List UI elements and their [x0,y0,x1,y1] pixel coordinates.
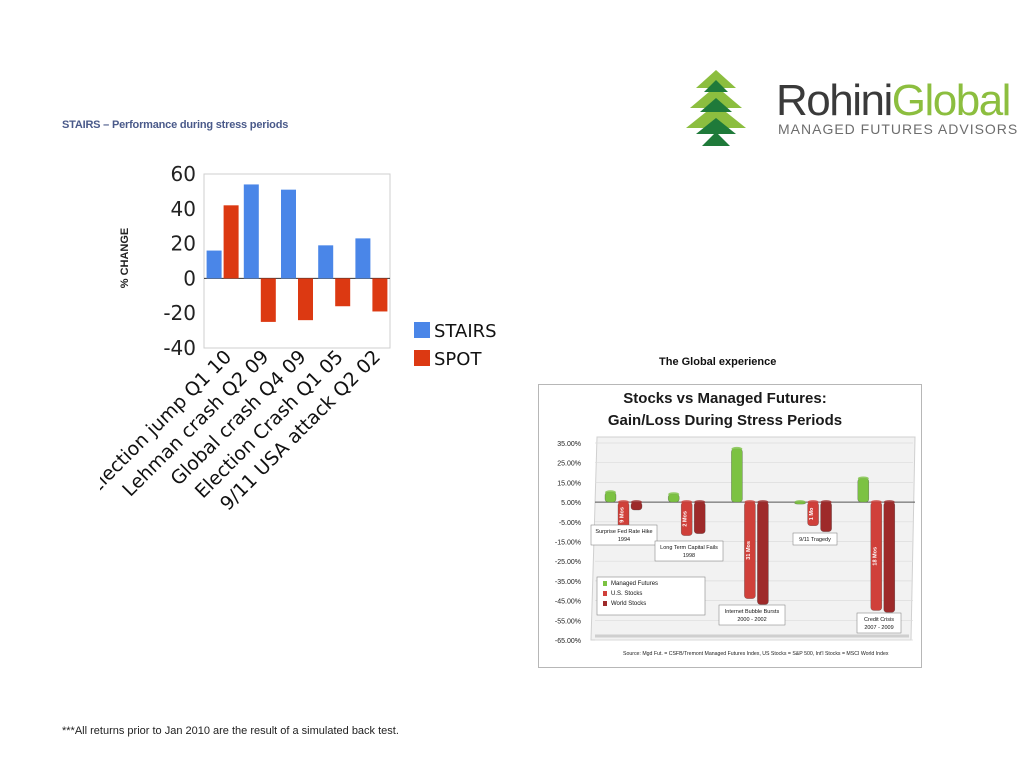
bar-cap [870,500,882,505]
chart-title-line2: Gain/Loss During Stress Periods [608,412,842,429]
bar-cap [631,500,642,505]
bar-cap [668,492,680,497]
brand-tagline: MANAGED FUTURES ADVISORS [778,121,1019,137]
bar-cap [857,476,869,481]
y-tick-label: 0 [183,266,196,290]
brand-name: RohiniGlobal [776,76,1012,126]
global-experience-caption: The Global experience [659,356,777,368]
y-tick-label: 60 [171,162,196,186]
y-tick-label: -5.00% [559,520,581,527]
event-label-box [718,604,786,626]
y-tick-label: 35.00% [557,441,581,448]
y-tick-label: -25.00% [555,559,581,566]
duration-label: 2 Mos [683,511,689,527]
bar-world-stocks [820,501,832,532]
bar-spot [298,278,313,321]
legend-label: World Stocks [611,601,646,607]
duration-label: 31 Mos [746,541,752,560]
event-label: Surprise Fed Rate Hike [595,529,652,535]
y-tick-label: -35.00% [555,579,581,586]
y-tick-label: -40 [163,336,196,360]
y-tick-label: -20 [163,301,196,325]
y-tick-label: 20 [171,232,196,256]
bar-spot [335,278,351,307]
legend-label: Managed Futures [611,581,658,587]
legend-box [596,576,706,616]
bar-stairs [206,250,222,279]
bar-stairs [281,189,296,279]
y-tick-label: -65.00% [555,638,581,645]
event-label-box [856,612,902,634]
bar-stairs [318,245,334,279]
y-tick-label: 25.00% [557,461,581,468]
bar-cap [694,500,706,505]
bar-cap [807,500,819,505]
legend-label-spot: SPOT [434,349,482,370]
event-label-box [792,532,838,546]
event-label: Long Term Capital Fails [660,545,718,551]
legend-swatch-stairs [414,322,430,338]
bar-managed-futures [857,478,869,503]
chart-title-line1: Stocks vs Managed Futures: [623,390,826,407]
company-logo-mark [686,70,746,146]
bar-cap [605,490,616,495]
legend-label: U.S. Stocks [611,591,642,597]
y-tick-label: -55.00% [555,618,581,625]
bar-cap [820,500,832,505]
bar-world-stocks [757,501,769,605]
event-years: 2000 - 2002 [737,617,766,623]
source-note: Source: Mgd Fut. = CSFB/Tremont Managed … [623,651,889,657]
bar-cap [681,500,693,505]
bar-spot [260,278,276,322]
y-tick-label: -15.00% [555,540,581,547]
legend-swatch [603,581,607,586]
legend-swatch-spot [414,350,430,366]
event-years: 1994 [618,537,630,543]
event-label: Credit Crisis [864,617,894,623]
duration-label: 9 Mos [620,507,626,523]
y-tick-label: 15.00% [557,480,581,487]
bar-stairs [243,184,259,279]
bar-cap [883,500,895,505]
bar-spot [372,278,388,312]
bar-cap [731,446,743,451]
bar-cap [757,500,769,505]
stocks-vs-managed-futures-figure: Stocks vs Managed Futures: Gain/Loss Duri… [538,384,922,668]
event-label-box [654,540,724,562]
legend-swatch [603,591,607,596]
legend-label-stairs: STAIRS [434,321,497,342]
y-axis-title: % CHANGE [119,228,131,289]
event-label: Internet Bubble Bursts [725,609,780,615]
legend-swatch [603,601,607,606]
duration-label: 18 Mos [872,547,878,566]
event-label: 9/11 Tragedy [799,537,831,543]
y-tick-label: -45.00% [555,599,581,606]
y-tick-label: 5.00% [561,500,581,507]
duration-label: 1 Mo [809,507,815,520]
y-tick-label: 40 [171,197,196,221]
bar-cap [794,500,806,505]
event-label-box [590,524,658,546]
bar-stairs [355,238,371,279]
bar-world-stocks [883,501,895,613]
tree-logo-icon [686,70,746,146]
bar-world-stocks [694,501,706,534]
bar-cap [618,500,629,505]
footnote: ***All returns prior to Jan 2010 are the… [62,725,399,737]
brand-name-part1: Rohini [776,76,893,125]
bar-spot [223,205,239,279]
brand-name-part2: Global [891,76,1012,125]
event-years: 2007 - 2009 [864,625,893,631]
bar-managed-futures [731,448,743,503]
slide-title: STAIRS – Performance during stress perio… [62,119,289,131]
event-years: 1998 [683,553,695,559]
stocks-vs-managed-futures-chart: Stocks vs Managed Futures: Gain/Loss Duri… [555,390,916,657]
bar-cap [744,500,756,505]
